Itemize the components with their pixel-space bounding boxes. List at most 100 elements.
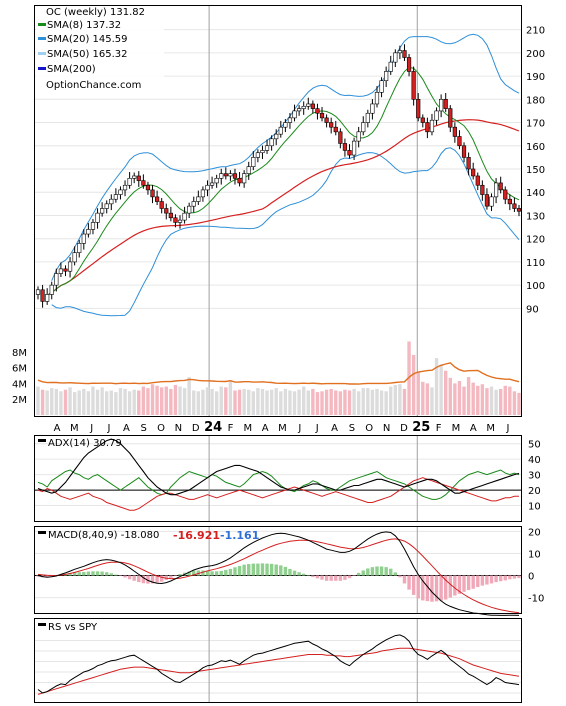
candle-body — [173, 217, 178, 223]
candle-body — [361, 122, 366, 133]
volume-bar — [86, 391, 91, 415]
month-label: A — [123, 423, 130, 434]
volume-bar — [178, 386, 182, 415]
volume-bar — [361, 388, 365, 415]
volume-bar — [498, 388, 503, 415]
macd-histogram-bar — [453, 575, 457, 596]
candle-body — [122, 184, 128, 191]
volume-bar — [343, 389, 347, 415]
macd-histogram-bar — [480, 575, 485, 586]
month-label: F — [228, 423, 234, 434]
macd-histogram-bar — [416, 575, 420, 599]
month-label: J — [89, 423, 93, 434]
volume-bar — [402, 388, 407, 415]
candle-body — [145, 184, 151, 191]
volume-bar — [237, 389, 242, 415]
candle-body — [223, 173, 228, 177]
volume-bar — [393, 384, 398, 415]
candle-body — [72, 252, 77, 263]
adx-title: ADX(14) 30.79 — [38, 438, 122, 449]
volume-bar — [45, 390, 49, 415]
volume-bar — [182, 388, 187, 415]
month-label: S — [141, 423, 147, 434]
legend-swatch-sma200 — [38, 67, 46, 70]
volume-bar — [512, 391, 517, 415]
candle-body — [498, 182, 503, 191]
volume-bar — [407, 341, 411, 415]
candle-body — [155, 196, 160, 202]
macd-histogram-bar — [425, 575, 430, 602]
plus-di-line — [37, 469, 520, 500]
volume-bar — [356, 391, 361, 415]
candle-body — [63, 268, 68, 272]
volume-bar — [100, 387, 104, 415]
macd-histogram-bar — [292, 570, 297, 576]
candle-body — [67, 261, 73, 272]
candle-body — [251, 157, 256, 167]
candle-body — [164, 208, 169, 214]
candle-body — [177, 219, 183, 223]
volume-bar — [379, 390, 384, 415]
candle-body — [45, 294, 50, 302]
volume-tick-label: 2M — [12, 395, 27, 406]
volume-bar — [187, 377, 191, 415]
volume-bar — [173, 384, 178, 415]
volume-bar — [242, 388, 246, 415]
volume-bar — [425, 383, 430, 415]
candle-body — [475, 175, 480, 186]
macd-histogram-bar — [237, 566, 242, 576]
rs-average-line — [37, 647, 520, 695]
macd-histogram-bar — [498, 575, 503, 582]
candle-body — [393, 52, 398, 63]
candle-body — [411, 71, 416, 100]
macd-histogram-bar — [150, 575, 155, 584]
macd-histogram-bar — [393, 572, 398, 576]
volume-bar — [503, 385, 507, 415]
volume-bar — [466, 377, 471, 415]
macd-histogram-bar — [370, 567, 375, 576]
volume-bar — [123, 388, 127, 415]
macd-histogram-bar — [256, 563, 260, 576]
candle-body — [480, 184, 485, 195]
month-label: M — [243, 423, 252, 434]
volume-bar — [68, 387, 72, 415]
macd-tick-label: 20 — [528, 527, 541, 538]
macd-histogram-bar — [68, 573, 72, 576]
candle-body — [255, 152, 260, 158]
candle-body — [384, 71, 389, 82]
candle-body — [209, 182, 215, 186]
volume-average-line — [37, 362, 520, 385]
candle-body — [150, 189, 155, 198]
candle-body — [292, 110, 297, 119]
volume-bar — [146, 388, 150, 415]
minus-di-line — [37, 477, 519, 511]
macd-histogram-bar — [192, 570, 196, 576]
macd-tick-label: -10 — [528, 594, 544, 605]
volume-bar — [279, 391, 283, 415]
candle-body — [219, 173, 224, 179]
macd-hist-value: -1.161 — [220, 529, 259, 542]
month-label: M — [486, 423, 495, 434]
macd-histogram-bar — [269, 563, 274, 576]
macd-histogram-bar — [169, 575, 173, 578]
candle-body — [159, 201, 164, 209]
candle-body — [205, 184, 210, 191]
macd-line — [37, 531, 520, 616]
volume-bar — [251, 391, 256, 415]
macd-histogram-bar — [36, 575, 40, 577]
macd-histogram-bar — [210, 571, 214, 576]
candle-body — [287, 117, 293, 123]
candle-body — [168, 212, 173, 219]
candle-body — [374, 92, 380, 105]
volume-bar — [306, 390, 310, 415]
volume-bar — [132, 389, 136, 415]
macd-histogram-bar — [114, 574, 118, 576]
macd-histogram-bar — [233, 567, 237, 576]
macd-histogram-bar — [503, 575, 507, 581]
adx-tick-label: 10 — [528, 502, 541, 513]
candle-body — [439, 99, 444, 112]
macd-histogram-bar — [462, 575, 466, 592]
chart-title: OC (weekly) 131.82 — [46, 7, 145, 18]
candle-body — [95, 212, 100, 223]
